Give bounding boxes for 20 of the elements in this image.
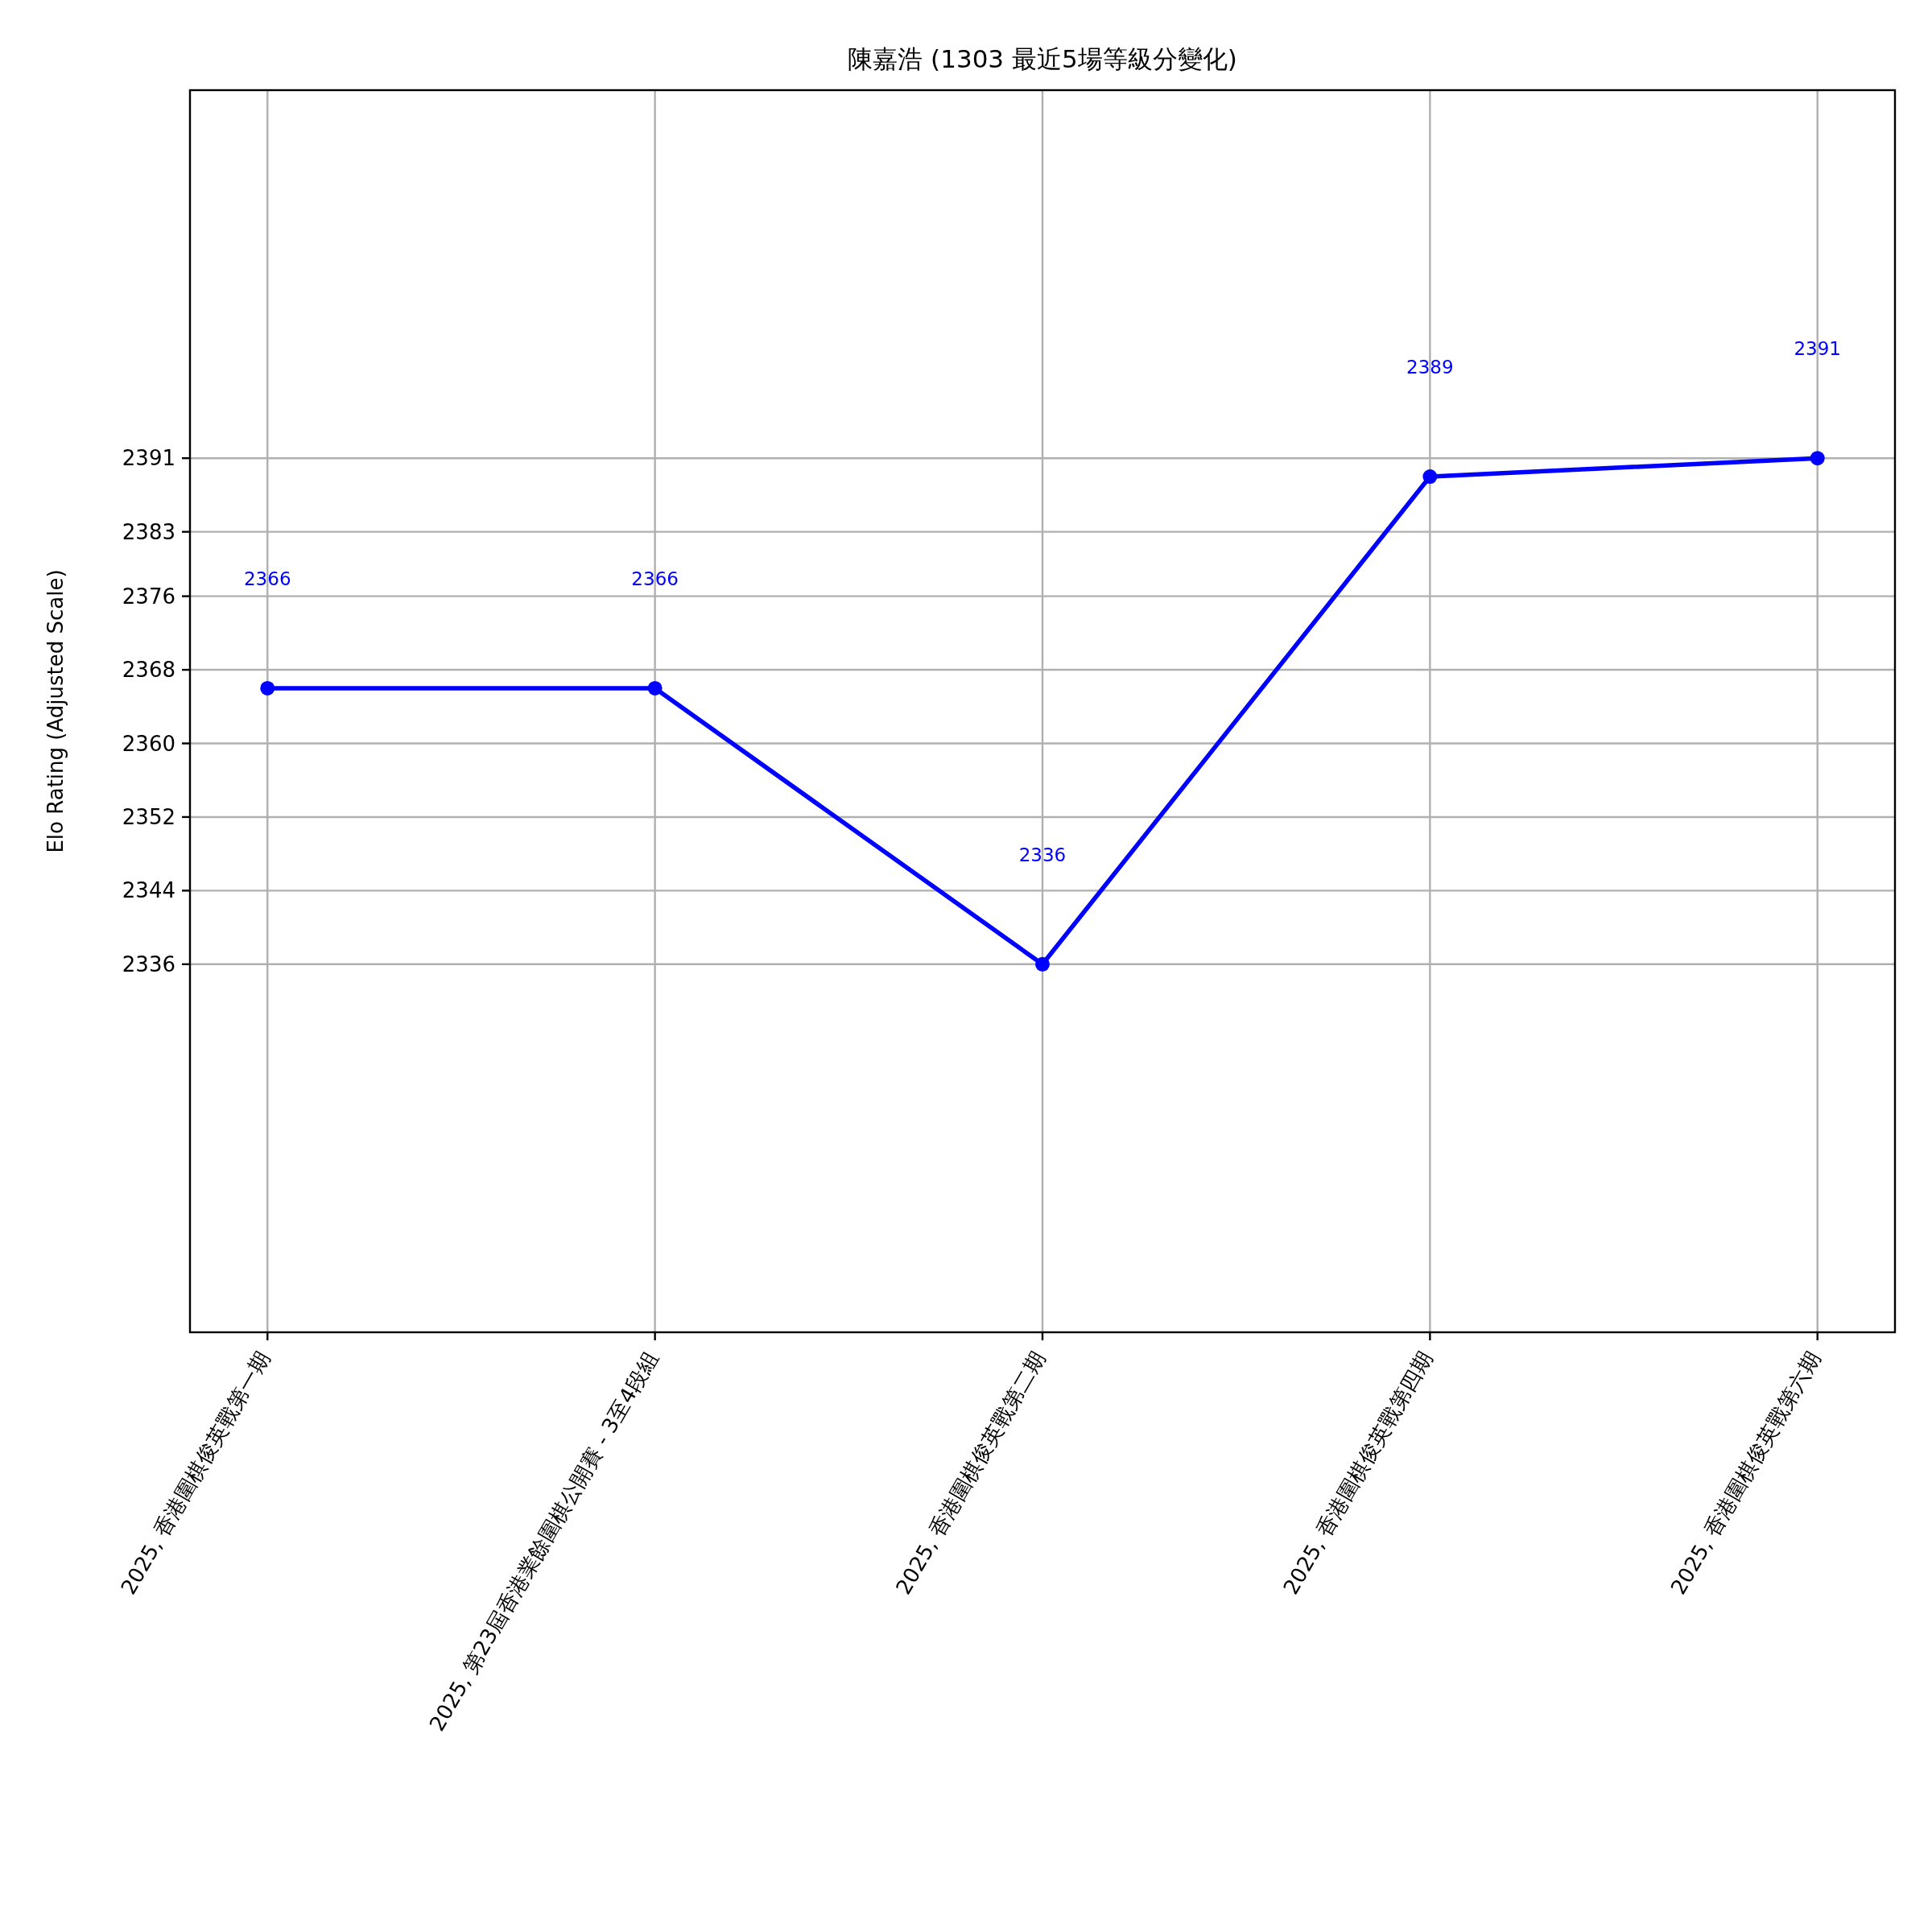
y-tick-label: 2391 [122,446,175,471]
y-tick-label: 2383 [122,519,175,544]
point [1035,956,1050,972]
annotation: 2366 [244,568,291,589]
chart-title: 陳嘉浩 (1303 最近5場等級分變化) [848,44,1237,73]
y-tick-label: 2352 [122,804,175,829]
y-tick-label: 2360 [122,731,175,756]
y-tick-label: 2368 [122,658,175,683]
y-tick-label: 2344 [122,878,175,903]
annotation: 2389 [1406,357,1454,378]
point [260,680,275,696]
annotation: 2336 [1018,844,1067,865]
y-tick-label: 2376 [122,584,175,609]
point [1422,469,1438,485]
annotation: 2391 [1794,338,1841,360]
y-axis-title: Elo Rating (Adjusted Scale) [43,569,68,853]
y-tick-label: 2336 [122,952,175,976]
point [647,680,663,696]
annotation: 2366 [631,568,679,589]
point [1810,451,1825,466]
